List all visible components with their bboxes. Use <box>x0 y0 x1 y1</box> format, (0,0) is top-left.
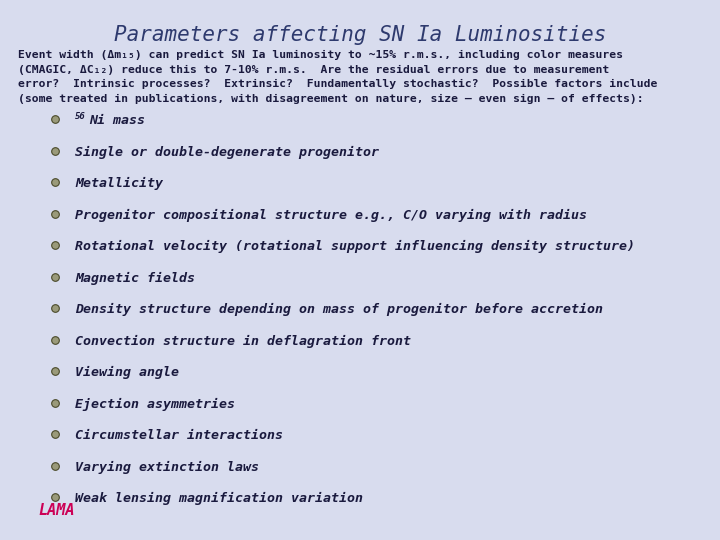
Text: LAMA: LAMA <box>38 503 74 518</box>
Text: error?  Intrinsic processes?  Extrinsic?  Fundamentally stochastic?  Possible fa: error? Intrinsic processes? Extrinsic? F… <box>18 79 657 89</box>
Text: Ejection asymmetries: Ejection asymmetries <box>75 397 235 410</box>
Text: Magnetic fields: Magnetic fields <box>75 272 195 285</box>
Text: Weak lensing magnification variation: Weak lensing magnification variation <box>75 492 363 505</box>
Text: Single or double-degenerate progenitor: Single or double-degenerate progenitor <box>75 145 379 159</box>
Text: Varying extinction laws: Varying extinction laws <box>75 461 259 474</box>
Text: Parameters affecting SN Ia Luminosities: Parameters affecting SN Ia Luminosities <box>114 25 606 45</box>
Text: Circumstellar interactions: Circumstellar interactions <box>75 429 283 442</box>
Text: Metallicity: Metallicity <box>75 177 163 190</box>
Text: Viewing angle: Viewing angle <box>75 366 179 379</box>
Text: Event width (Δm₁₅) can predict SN Ia luminosity to ~15% r.m.s., including color : Event width (Δm₁₅) can predict SN Ia lum… <box>18 50 623 60</box>
Text: Density structure depending on mass of progenitor before accretion: Density structure depending on mass of p… <box>75 303 603 316</box>
Text: Progenitor compositional structure e.g., C/O varying with radius: Progenitor compositional structure e.g.,… <box>75 208 587 221</box>
Text: Ni mass: Ni mass <box>89 114 145 127</box>
Text: Rotational velocity (rotational support influencing density structure): Rotational velocity (rotational support … <box>75 240 635 253</box>
Text: Convection structure in deflagration front: Convection structure in deflagration fro… <box>75 334 411 348</box>
Text: 56: 56 <box>75 112 86 121</box>
Text: (CMAGIC, ΔC₁₂) reduce this to 7-10% r.m.s.  Are the residual errors due to measu: (CMAGIC, ΔC₁₂) reduce this to 7-10% r.m.… <box>18 64 609 75</box>
Text: (some treated in publications, with disagreement on nature, size – even sign – o: (some treated in publications, with disa… <box>18 93 644 104</box>
